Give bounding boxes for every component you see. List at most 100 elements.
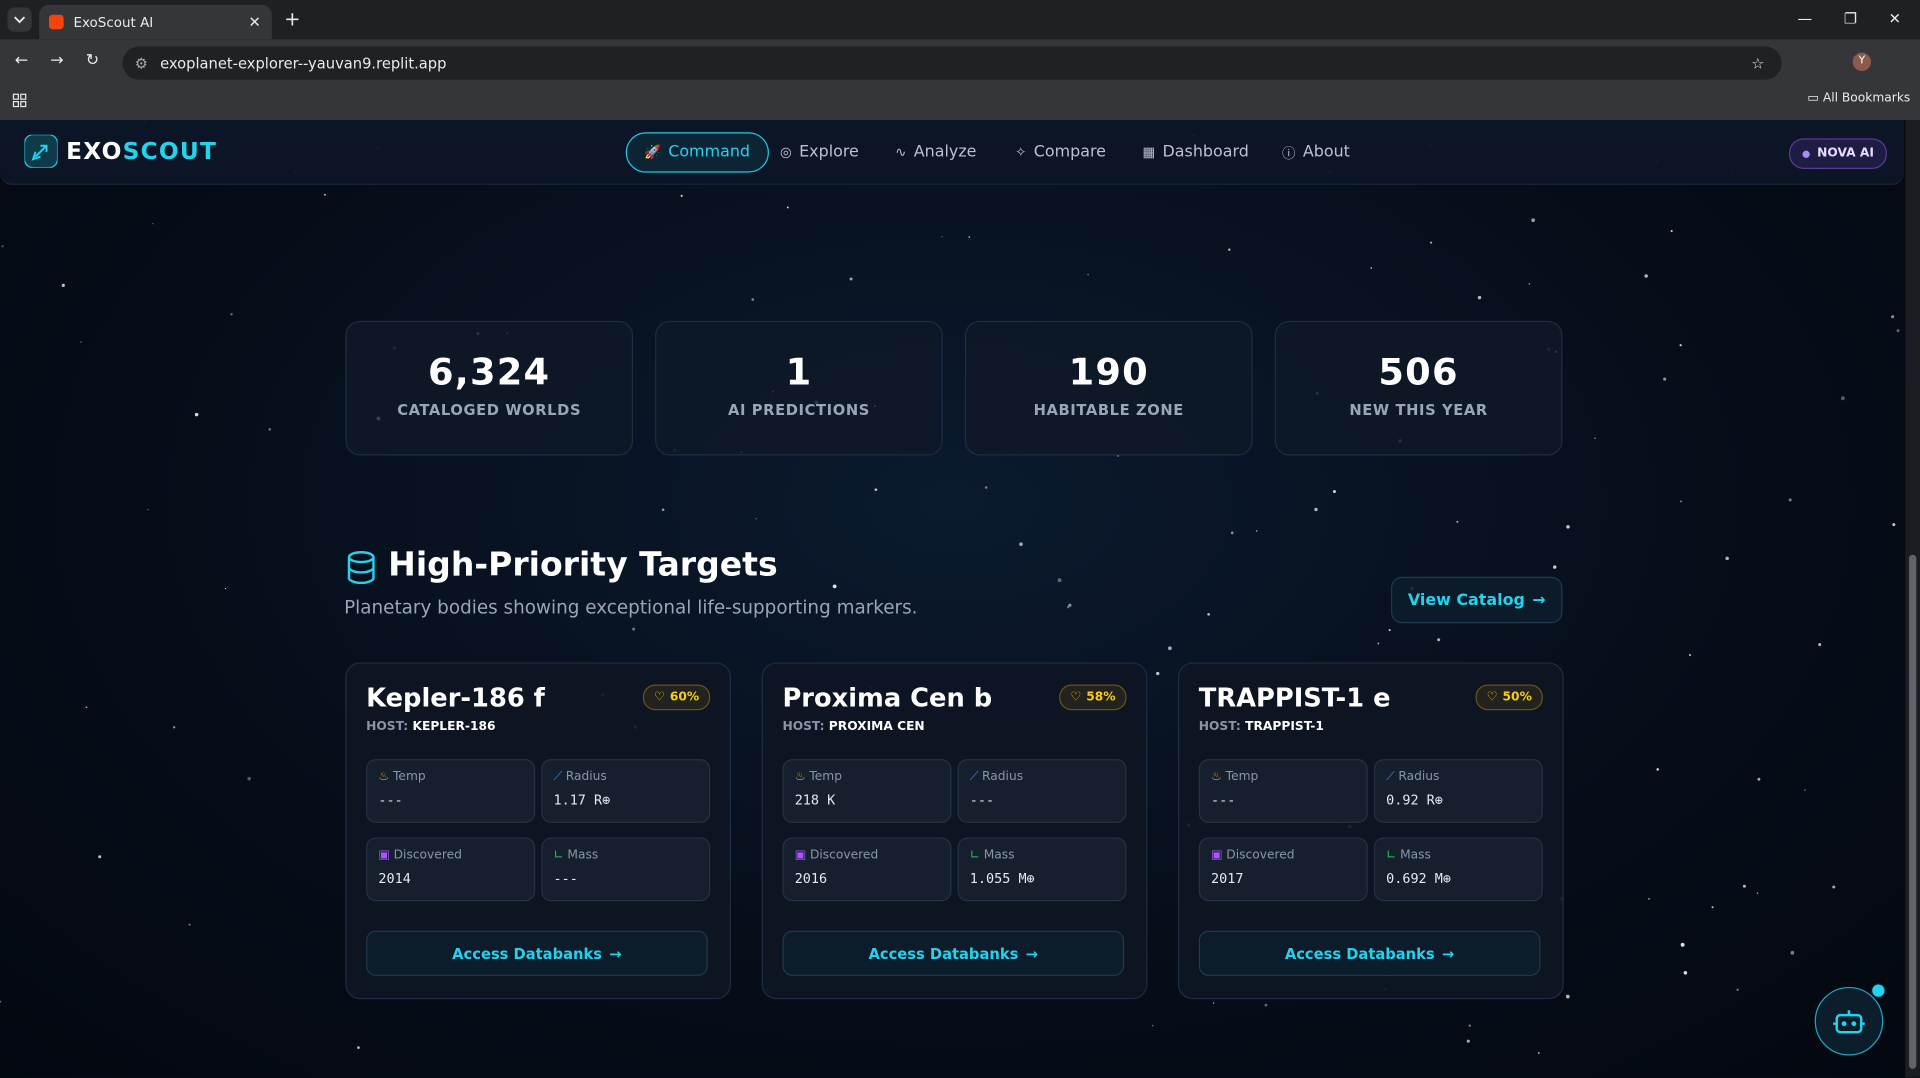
nav-label: Analyze [913,143,977,162]
navbar [0,120,1905,185]
tab-close[interactable]: ✕ [248,13,261,31]
brand-first: EXO [66,137,123,165]
field-label: ∟ Mass [553,849,598,862]
planet-name: Kepler-186 f [366,683,545,713]
star [1370,267,1373,269]
all-bookmarks[interactable]: ▭ All Bookmarks [1807,91,1911,106]
star [268,428,271,431]
nav-buttons[interactable]: ← → ↻ [14,51,100,70]
field-box: ♨ Temp --- [366,759,536,823]
button-label: Access Databanks [452,944,603,962]
apps-icon[interactable] [12,93,27,108]
nav-label: About [1302,143,1350,162]
field-icon: ▣ [1211,848,1223,863]
omnibox[interactable]: ⚙ exoplanet-explorer--yauvan9.replit.app… [122,46,1782,80]
field-box: ∟ Mass 1.055 M⊕ [957,837,1127,902]
nav-item[interactable]: ⓘ About [1265,132,1367,172]
star [1468,1024,1472,1027]
star [152,222,154,225]
star [1066,606,1070,609]
habitability-badge: ♡ 58% [1059,684,1127,711]
brand[interactable]: EXOSCOUT [24,134,217,168]
planet-name: Proxima Cen b [782,683,993,713]
star [1151,1024,1154,1027]
star [1068,603,1072,607]
star [1565,994,1570,999]
badge-score: 58% [1086,690,1116,705]
star [1167,646,1172,651]
star [224,587,227,590]
field-value: 0.92 R⊕ [1386,792,1443,809]
field-value: --- [1211,792,1236,809]
field-value: 2016 [794,870,828,887]
star [1832,885,1836,889]
section-icon [347,551,375,585]
stat-label: AI PREDICTIONS [727,401,870,419]
nova-ai-button[interactable]: NOVA AI [1788,138,1888,169]
nav-icon: ⓘ [1282,145,1296,162]
access-button[interactable]: Access Databanks → [1198,930,1541,976]
star [1212,1002,1215,1004]
host-label: HOST: [782,720,825,734]
field-box: ♨ Temp 218 K [782,759,952,823]
star [80,341,82,343]
field-label-text: Mass [567,848,599,863]
field-box: ▣ Discovered 2014 [366,837,536,902]
bookmark-star[interactable]: ☆ [1751,54,1765,72]
badge-icon: ♡ [1486,690,1498,705]
nav-icon: 🚀 [644,144,661,161]
star [849,277,853,281]
field-value: --- [553,870,578,887]
nav-item[interactable]: ∿ Analyze [878,132,994,172]
field-label: ♨ Temp [378,770,425,783]
star [1388,629,1391,632]
star [1683,970,1688,975]
field-box: ⟋ Radius 1.17 R⊕ [541,759,711,823]
access-button[interactable]: Access Databanks → [782,930,1125,976]
star [357,1046,360,1049]
button-label: Access Databanks [1284,944,1435,962]
nav-item[interactable]: ✧ Compare [998,132,1123,172]
star [1531,218,1535,223]
star [1228,248,1231,251]
scrollbar [1905,120,1920,1078]
field-icon: ∟ [1386,848,1397,863]
nav-item[interactable]: ▦ Dashboard [1125,132,1266,172]
star [1896,329,1900,333]
view-catalog-button[interactable]: View Catalog → [1391,576,1563,624]
profile[interactable]: Y [1852,52,1872,72]
field-value: 1.055 M⊕ [969,870,1035,887]
new-tab[interactable]: + [284,7,301,31]
nav-item[interactable]: 🚀 Command [625,132,769,173]
field-label: ♨ Temp [1211,770,1258,783]
field-icon: ▣ [794,848,807,863]
field-value: 2014 [378,870,411,887]
habitability-badge: ♡ 50% [1475,684,1543,711]
star [1087,273,1089,276]
access-button[interactable]: Access Databanks → [366,930,708,976]
tab-menu[interactable] [7,7,32,32]
active-tab[interactable]: ExoScout AI ✕ [39,4,272,40]
chat-bot-button[interactable] [1814,986,1884,1056]
host-name: PROXIMA CEN [828,720,925,734]
stat-label: NEW THIS YEAR [1349,401,1488,419]
badge-score: 60% [669,690,700,705]
section-title: High-Priority Targets [388,546,778,585]
bookmarks-label: All Bookmarks [1822,91,1911,106]
field-label: ∟ Mass [970,849,1015,862]
star [874,488,878,492]
star [1057,578,1062,583]
star [1594,437,1596,439]
star [1,245,4,248]
tab-strip: ExoScout AI ✕ + — ❐ ✕ [0,0,1920,40]
stat-value: 6,324 [428,351,551,395]
nav-item[interactable]: ◎ Explore [763,132,876,172]
favicon [48,14,64,30]
star [786,206,789,209]
field-label-text: Radius [982,770,1024,784]
window-controls[interactable]: — ❐ ✕ [1797,9,1901,27]
star [1648,898,1650,900]
nav-label: Compare [1033,143,1106,162]
field-icon: ⟋ [553,770,563,784]
